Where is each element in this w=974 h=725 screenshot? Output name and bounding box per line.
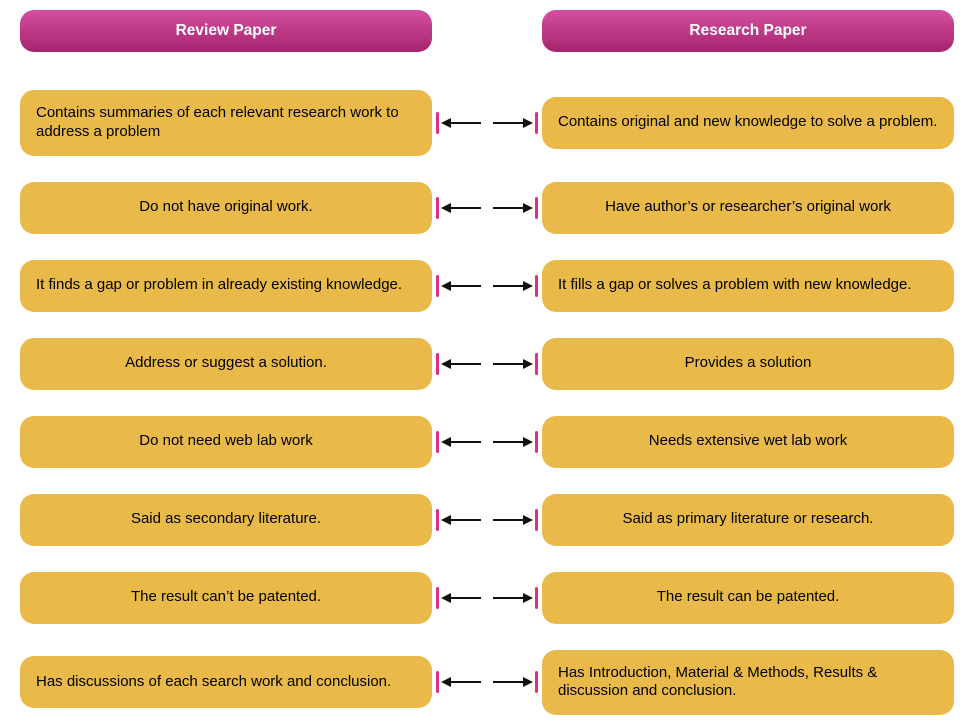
research-item-text: Provides a solution [685,354,812,373]
research-item-text: Have author’s or researcher’s original w… [605,198,891,217]
arrow-right-icon [493,435,533,449]
review-item: Address or suggest a solution. [20,338,432,390]
arrow-left-group [436,197,481,219]
arrow-cell [432,112,542,134]
research-item-text: Said as primary literature or research. [623,510,874,529]
tick-left-icon [436,509,439,531]
tick-right-icon [535,197,538,219]
tick-right-icon [535,509,538,531]
review-item-text: Do not have original work. [139,198,312,217]
arrow-cell [432,197,542,219]
arrow-right-group [493,431,538,453]
arrow-cell [432,353,542,375]
research-item-text: Has Introduction, Material & Methods, Re… [558,664,938,702]
arrow-right-icon [493,675,533,689]
arrow-left-icon [441,116,481,130]
arrow-cell [432,509,542,531]
arrow-right-group [493,197,538,219]
review-item: Has discussions of each search work and … [20,656,432,708]
review-item: Do not have original work. [20,182,432,234]
arrow-left-icon [441,435,481,449]
arrow-left-icon [441,279,481,293]
tick-left-icon [436,431,439,453]
arrow-left-group [436,587,481,609]
arrow-left-icon [441,201,481,215]
arrow-left-icon [441,675,481,689]
tick-left-icon [436,197,439,219]
header-row: Review Paper Research Paper [20,10,954,66]
tick-right-icon [535,431,538,453]
tick-left-icon [436,353,439,375]
research-item: Contains original and new knowledge to s… [542,97,954,149]
research-item: Provides a solution [542,338,954,390]
arrow-wrap [432,197,542,219]
arrow-left-icon [441,357,481,371]
tick-right-icon [535,353,538,375]
research-item: Needs extensive wet lab work [542,416,954,468]
header-spacer [432,10,542,66]
review-item: Said as secondary literature. [20,494,432,546]
research-item-text: It fills a gap or solves a problem with … [558,276,912,295]
arrow-wrap [432,431,542,453]
tick-left-icon [436,275,439,297]
tick-right-icon [535,275,538,297]
arrow-wrap [432,353,542,375]
arrow-cell [432,431,542,453]
arrow-right-group [493,587,538,609]
review-item-text: Do not need web lab work [139,432,312,451]
arrow-wrap [432,587,542,609]
tick-left-icon [436,112,439,134]
research-item-text: Needs extensive wet lab work [649,432,847,451]
research-item: Said as primary literature or research. [542,494,954,546]
comparison-grid: Contains summaries of each relevant rese… [20,90,954,715]
review-item: It finds a gap or problem in already exi… [20,260,432,312]
arrow-cell [432,587,542,609]
research-item: The result can be patented. [542,572,954,624]
arrow-wrap [432,112,542,134]
arrow-left-icon [441,513,481,527]
arrow-left-group [436,112,481,134]
review-item-text: Contains summaries of each relevant rese… [36,104,416,142]
review-item-text: Address or suggest a solution. [125,354,327,373]
arrow-left-group [436,353,481,375]
review-item-text: Has discussions of each search work and … [36,673,391,692]
arrow-right-icon [493,357,533,371]
arrow-right-icon [493,279,533,293]
review-item-text: Said as secondary literature. [131,510,321,529]
arrow-wrap [432,509,542,531]
arrow-cell [432,275,542,297]
header-right-label: Research Paper [689,22,806,39]
header-research-paper: Research Paper [542,10,954,52]
tick-right-icon [535,587,538,609]
review-item-text: It finds a gap or problem in already exi… [36,276,402,295]
arrow-right-icon [493,201,533,215]
research-item: Have author’s or researcher’s original w… [542,182,954,234]
review-item-text: The result can’t be patented. [131,588,321,607]
header-left-label: Review Paper [176,22,277,39]
arrow-right-icon [493,591,533,605]
arrow-right-icon [493,513,533,527]
arrow-left-group [436,509,481,531]
review-item: The result can’t be patented. [20,572,432,624]
research-item: Has Introduction, Material & Methods, Re… [542,650,954,716]
review-item: Do not need web lab work [20,416,432,468]
tick-right-icon [535,112,538,134]
tick-left-icon [436,587,439,609]
arrow-right-group [493,353,538,375]
research-item: It fills a gap or solves a problem with … [542,260,954,312]
research-item-text: Contains original and new knowledge to s… [558,113,937,132]
arrow-right-icon [493,116,533,130]
arrow-wrap [432,275,542,297]
review-item: Contains summaries of each relevant rese… [20,90,432,156]
arrow-right-group [493,509,538,531]
arrow-left-group [436,275,481,297]
research-item-text: The result can be patented. [657,588,840,607]
arrow-left-icon [441,591,481,605]
arrow-right-group [493,112,538,134]
header-review-paper: Review Paper [20,10,432,52]
arrow-left-group [436,431,481,453]
arrow-right-group [493,275,538,297]
